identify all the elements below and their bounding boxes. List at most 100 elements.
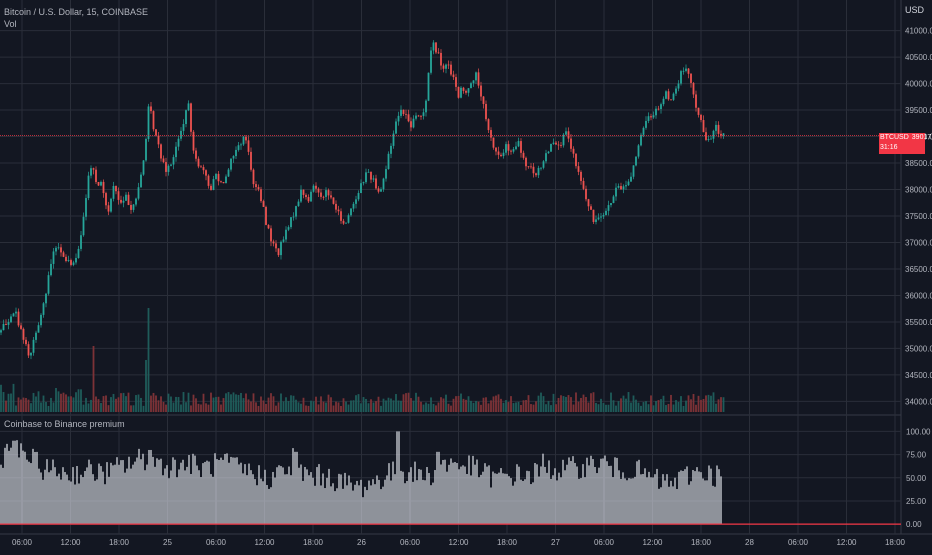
- candle-body: [377, 188, 380, 192]
- premium-bar: [456, 463, 458, 525]
- candle-body: [605, 210, 607, 215]
- premium-bar: [126, 468, 128, 525]
- candle-body: [70, 260, 72, 265]
- premium-bar: [368, 480, 370, 525]
- candle-body: [12, 313, 15, 317]
- premium-bar: [528, 471, 530, 525]
- premium-bar: [174, 459, 176, 525]
- candle-body: [550, 143, 552, 152]
- volume-bar: [520, 404, 522, 412]
- volume-bar: [680, 396, 682, 412]
- premium-bar: [300, 464, 302, 525]
- candle-body: [545, 153, 547, 162]
- candle-body: [597, 217, 600, 220]
- volume-indicator-label[interactable]: Vol: [4, 19, 17, 29]
- candle-body: [127, 194, 130, 205]
- volume-bar: [652, 405, 655, 412]
- premium-bar: [104, 484, 106, 525]
- candle-body: [407, 114, 410, 122]
- volume-bar: [577, 401, 580, 412]
- volume-bar: [72, 397, 75, 412]
- candle-body: [520, 141, 522, 153]
- volume-bar: [107, 405, 110, 412]
- premium-bar: [236, 457, 238, 525]
- premium-bar: [96, 479, 98, 525]
- candle-body: [557, 144, 560, 146]
- premium-bar: [716, 465, 718, 525]
- time-axis-tick-label: 06:00: [12, 538, 33, 547]
- premium-bar: [678, 471, 680, 525]
- candle-body: [670, 99, 672, 101]
- candle-body: [40, 314, 42, 326]
- premium-bar: [656, 468, 658, 525]
- premium-bar: [646, 477, 648, 525]
- candle-body: [680, 71, 682, 84]
- volume-bar: [102, 396, 105, 412]
- main-legend[interactable]: Bitcoin / U.S. Dollar, 15, COINBASE Vol: [4, 6, 148, 30]
- candle-body: [595, 219, 597, 222]
- volume-bar: [162, 401, 165, 412]
- volume-bar: [632, 395, 635, 412]
- premium-legend[interactable]: Coinbase to Binance premium: [4, 419, 125, 429]
- candle-body: [277, 248, 280, 256]
- candle-body: [255, 184, 257, 188]
- candle-body: [430, 50, 432, 73]
- premium-bar: [454, 462, 456, 525]
- volume-bar: [205, 403, 207, 412]
- premium-bar: [130, 468, 132, 525]
- candle-body: [642, 127, 645, 135]
- volume-bar: [227, 392, 230, 412]
- candle-body: [32, 339, 35, 353]
- candle-body: [717, 124, 720, 134]
- premium-bar: [486, 466, 488, 525]
- premium-bar: [632, 478, 634, 525]
- currency-label[interactable]: USD: [905, 5, 925, 15]
- premium-indicator-title[interactable]: Coinbase to Binance premium: [4, 419, 125, 429]
- premium-bar: [408, 472, 410, 525]
- symbol-title[interactable]: Bitcoin / U.S. Dollar, 15, COINBASE: [4, 7, 149, 17]
- candle-body: [465, 90, 467, 93]
- premium-bar: [572, 456, 574, 525]
- premium-bar: [366, 490, 368, 525]
- premium-bar: [562, 459, 564, 525]
- volume-bar: [700, 399, 702, 412]
- premium-bar: [24, 451, 26, 525]
- premium-bar: [190, 473, 192, 525]
- premium-bar: [98, 463, 100, 525]
- volume-bar: [245, 393, 247, 412]
- premium-bar: [94, 480, 96, 525]
- volume-bar: [315, 396, 317, 412]
- volume-bar: [390, 398, 392, 412]
- premium-bar: [248, 463, 250, 525]
- candle-body: [107, 205, 110, 212]
- premium-bar: [160, 458, 162, 525]
- premium-bar: [10, 447, 12, 525]
- volume-bar: [365, 398, 367, 412]
- candle-body: [100, 181, 102, 186]
- premium-bar: [352, 490, 354, 525]
- volume-bar: [472, 402, 475, 412]
- candle-body: [47, 275, 50, 294]
- premium-bar: [666, 474, 668, 525]
- premium-bar: [22, 450, 24, 525]
- time-axis-tick-label: 18:00: [497, 538, 518, 547]
- candle-body: [645, 120, 647, 128]
- candle-body: [135, 198, 137, 205]
- premium-bar: [272, 471, 274, 525]
- premium-bar: [298, 467, 300, 525]
- volume-bar: [685, 400, 687, 412]
- candle-body: [215, 173, 217, 180]
- volume-bar: [105, 395, 107, 412]
- candle-body: [547, 151, 550, 154]
- candle-body: [295, 206, 297, 217]
- premium-bar: [570, 461, 572, 525]
- premium-bar: [0, 464, 2, 525]
- volume-bar: [142, 405, 145, 412]
- premium-bar: [280, 466, 282, 525]
- volume-bar: [92, 346, 95, 412]
- premium-bar: [346, 485, 348, 525]
- premium-bar: [6, 443, 8, 525]
- volume-bar: [422, 404, 425, 412]
